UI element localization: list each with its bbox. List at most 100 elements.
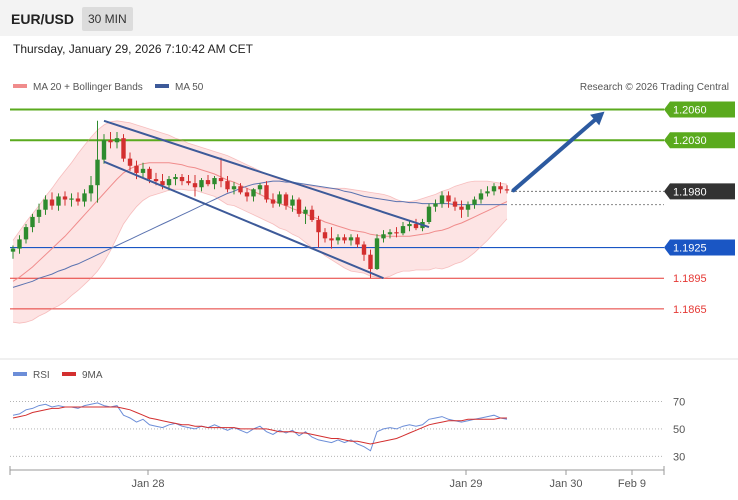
candle [465,201,471,217]
candle [296,197,302,217]
candle [277,191,282,207]
candle [186,174,191,186]
ma20-legend-swatch [13,84,27,88]
candle-body [355,237,360,245]
candle-body [407,224,412,227]
candle [10,245,16,259]
candle [472,196,477,209]
timeframe-button[interactable]: 30 MIN [82,7,133,31]
candle [62,191,68,206]
candle-body [361,244,367,255]
candle-body [95,159,100,186]
candle-body [108,140,113,143]
candle-body [504,189,510,191]
candle [82,189,87,207]
candle-body [290,199,295,206]
candle-body [88,185,94,194]
candle-body [173,177,178,180]
bollinger-lower-line [12,188,508,324]
rsi-tick-label-70: 70 [673,397,685,409]
candle [446,191,451,208]
candle-body [10,248,16,252]
candle-body [303,209,308,214]
candle-body [75,198,81,202]
candle [192,174,198,197]
ma50-legend-swatch [155,84,169,88]
candle-body [199,180,204,188]
candle [381,230,386,243]
candle-body [433,203,438,207]
channel-upper-line [103,119,430,229]
candle-body [49,199,55,206]
level-tag-1-1980 [664,183,735,200]
candle [49,192,55,210]
chart-datetime: Thursday, January 29, 2026 7:10:42 AM CE… [13,42,253,56]
candle [23,224,29,244]
candle-body [257,185,263,190]
candle-body [472,199,477,205]
projection-arrow-shaft [511,118,597,193]
candle-body [400,226,406,234]
candle [88,176,94,202]
channel-lower-line [103,160,384,280]
candle [290,195,295,212]
bollinger-band-area [13,120,507,324]
candle-body [446,195,451,202]
candle [225,176,230,193]
candle [498,182,503,194]
level-label-1-1865: 1.1865 [673,304,707,316]
projection-arrow-head [590,111,605,126]
candle [322,228,328,243]
candle-body [30,216,35,228]
candle [433,199,438,212]
candle-body [459,206,464,210]
candle-body [251,189,256,197]
chart-header: EUR/USD 30 MIN [0,0,738,36]
candle [264,181,269,203]
candle-body [277,194,282,204]
candle [75,192,81,206]
candle-body [485,191,490,194]
candle-body [192,183,198,188]
candle [374,234,380,271]
candle-body [322,232,328,239]
candle [30,213,35,233]
rsi-ma-legend-swatch [62,372,76,376]
candle [179,173,185,186]
candle [309,205,315,222]
candle [257,183,263,195]
candle [387,229,393,239]
candle-body [62,196,68,200]
candle-body [296,199,302,214]
candle-body [387,232,393,235]
candle-body [69,198,74,200]
candle [400,222,406,236]
candle-body [140,168,146,173]
x-tick-label-feb-9: Feb 9 [618,478,646,490]
candle [394,227,399,238]
candle [270,193,276,208]
level-label-1-2030: 1.2030 [673,135,707,147]
rsi-legend-swatch [13,372,27,376]
candle-body [17,239,22,249]
candle [56,193,61,211]
candle [108,132,113,149]
level-label-1-1895: 1.1895 [673,273,707,285]
candle-body [36,209,42,217]
candle-body [160,181,165,186]
candle-body [43,199,48,210]
candle [491,183,497,196]
candle [212,176,217,190]
candle-body [218,178,224,182]
candle-body [225,181,230,190]
candle-body [498,186,503,190]
candle [173,173,178,186]
rsi-ma-line [12,406,507,445]
candle-body [264,185,269,200]
candle [251,188,256,202]
candle-body [101,140,107,160]
candle-body [478,193,484,200]
candle [335,234,341,245]
candle [244,188,250,202]
